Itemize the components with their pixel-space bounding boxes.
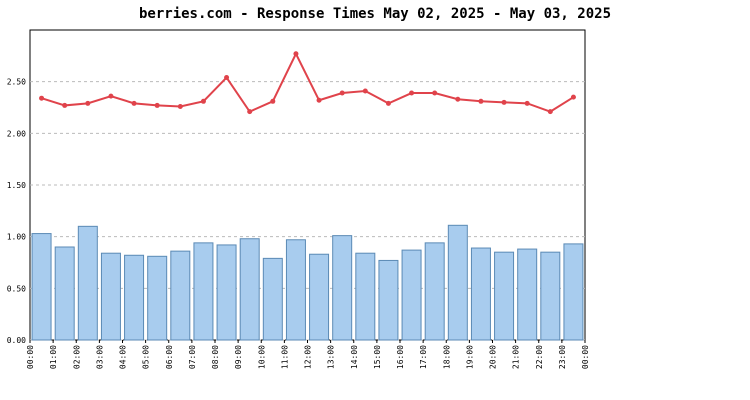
bar [447,224,468,341]
line-marker [62,102,68,108]
line-marker [547,109,553,115]
line-marker [409,90,415,96]
line-marker [455,96,461,102]
x-tick-label: 23:00 [558,345,567,369]
bar [100,252,121,341]
bar [401,249,422,341]
x-tick-label: 04:00 [119,345,128,369]
x-tick-label: 07:00 [188,345,197,369]
x-tick-label: 11:00 [280,345,289,369]
line-marker [293,51,299,57]
bar [563,243,584,341]
bar [193,242,214,341]
line-marker [39,95,45,101]
y-tick-label: 1.50 [7,181,26,190]
line-marker [385,100,391,106]
bar [147,255,168,341]
x-tick-label: 05:00 [142,345,151,369]
x-tick-label: 16:00 [396,345,405,369]
x-tick-label: 21:00 [512,345,521,369]
x-tick-label: 12:00 [304,345,313,369]
chart-title: berries.com - Response Times May 02, 202… [139,6,611,22]
bar [540,251,561,341]
x-tick-label: 17:00 [419,345,428,369]
x-tick-label: 10:00 [257,345,266,369]
line-marker [247,109,253,115]
bar [424,242,445,341]
y-tick-label: 2.00 [7,129,26,138]
y-tick-label: 0.50 [7,284,26,293]
bar [170,250,191,341]
bar [332,235,353,341]
line-marker [478,98,484,104]
line-marker [432,90,438,96]
bar [309,253,330,341]
line-marker [362,88,368,94]
bar [124,254,145,341]
x-tick-label: 22:00 [535,345,544,369]
line-marker [224,75,230,81]
bar [216,244,237,341]
line-marker [154,102,160,108]
line-marker [316,97,322,103]
x-tick-label: 00:00 [26,345,35,369]
x-tick-label: 01:00 [49,345,58,369]
x-tick-label: 14:00 [350,345,359,369]
x-tick-label: 18:00 [442,345,451,369]
line-marker [131,100,137,106]
x-tick-label: 03:00 [95,345,104,369]
bar [494,251,515,341]
x-tick-label: 06:00 [165,345,174,369]
x-tick-label: 00:00 [581,345,590,369]
bar [285,239,306,341]
line [41,51,574,113]
line-marker [85,100,91,106]
x-tick-label: 15:00 [373,345,382,369]
line-marker [108,93,114,99]
bar [517,248,538,341]
line-marker [339,90,345,96]
line-marker [270,98,276,104]
bar [54,246,75,341]
line-marker [524,100,530,106]
x-tick-label: 13:00 [327,345,336,369]
bar [239,238,260,341]
line-marker [570,94,576,100]
y-tick-label: 2.50 [7,78,26,87]
x-tick-label: 08:00 [211,345,220,369]
bar [77,225,98,341]
y-tick-label: 0.00 [7,336,26,345]
bar [378,259,399,341]
bar [470,247,491,341]
y-tick-label: 1.00 [7,233,26,242]
x-tick-label: 02:00 [72,345,81,369]
line-marker [501,99,507,105]
line-marker [177,103,183,109]
line-marker [200,98,206,104]
x-tick-label: 09:00 [234,345,243,369]
bar [31,233,52,341]
bar [355,252,376,341]
x-tick-label: 20:00 [489,345,498,369]
x-tick-label: 19:00 [465,345,474,369]
bar [262,257,283,341]
